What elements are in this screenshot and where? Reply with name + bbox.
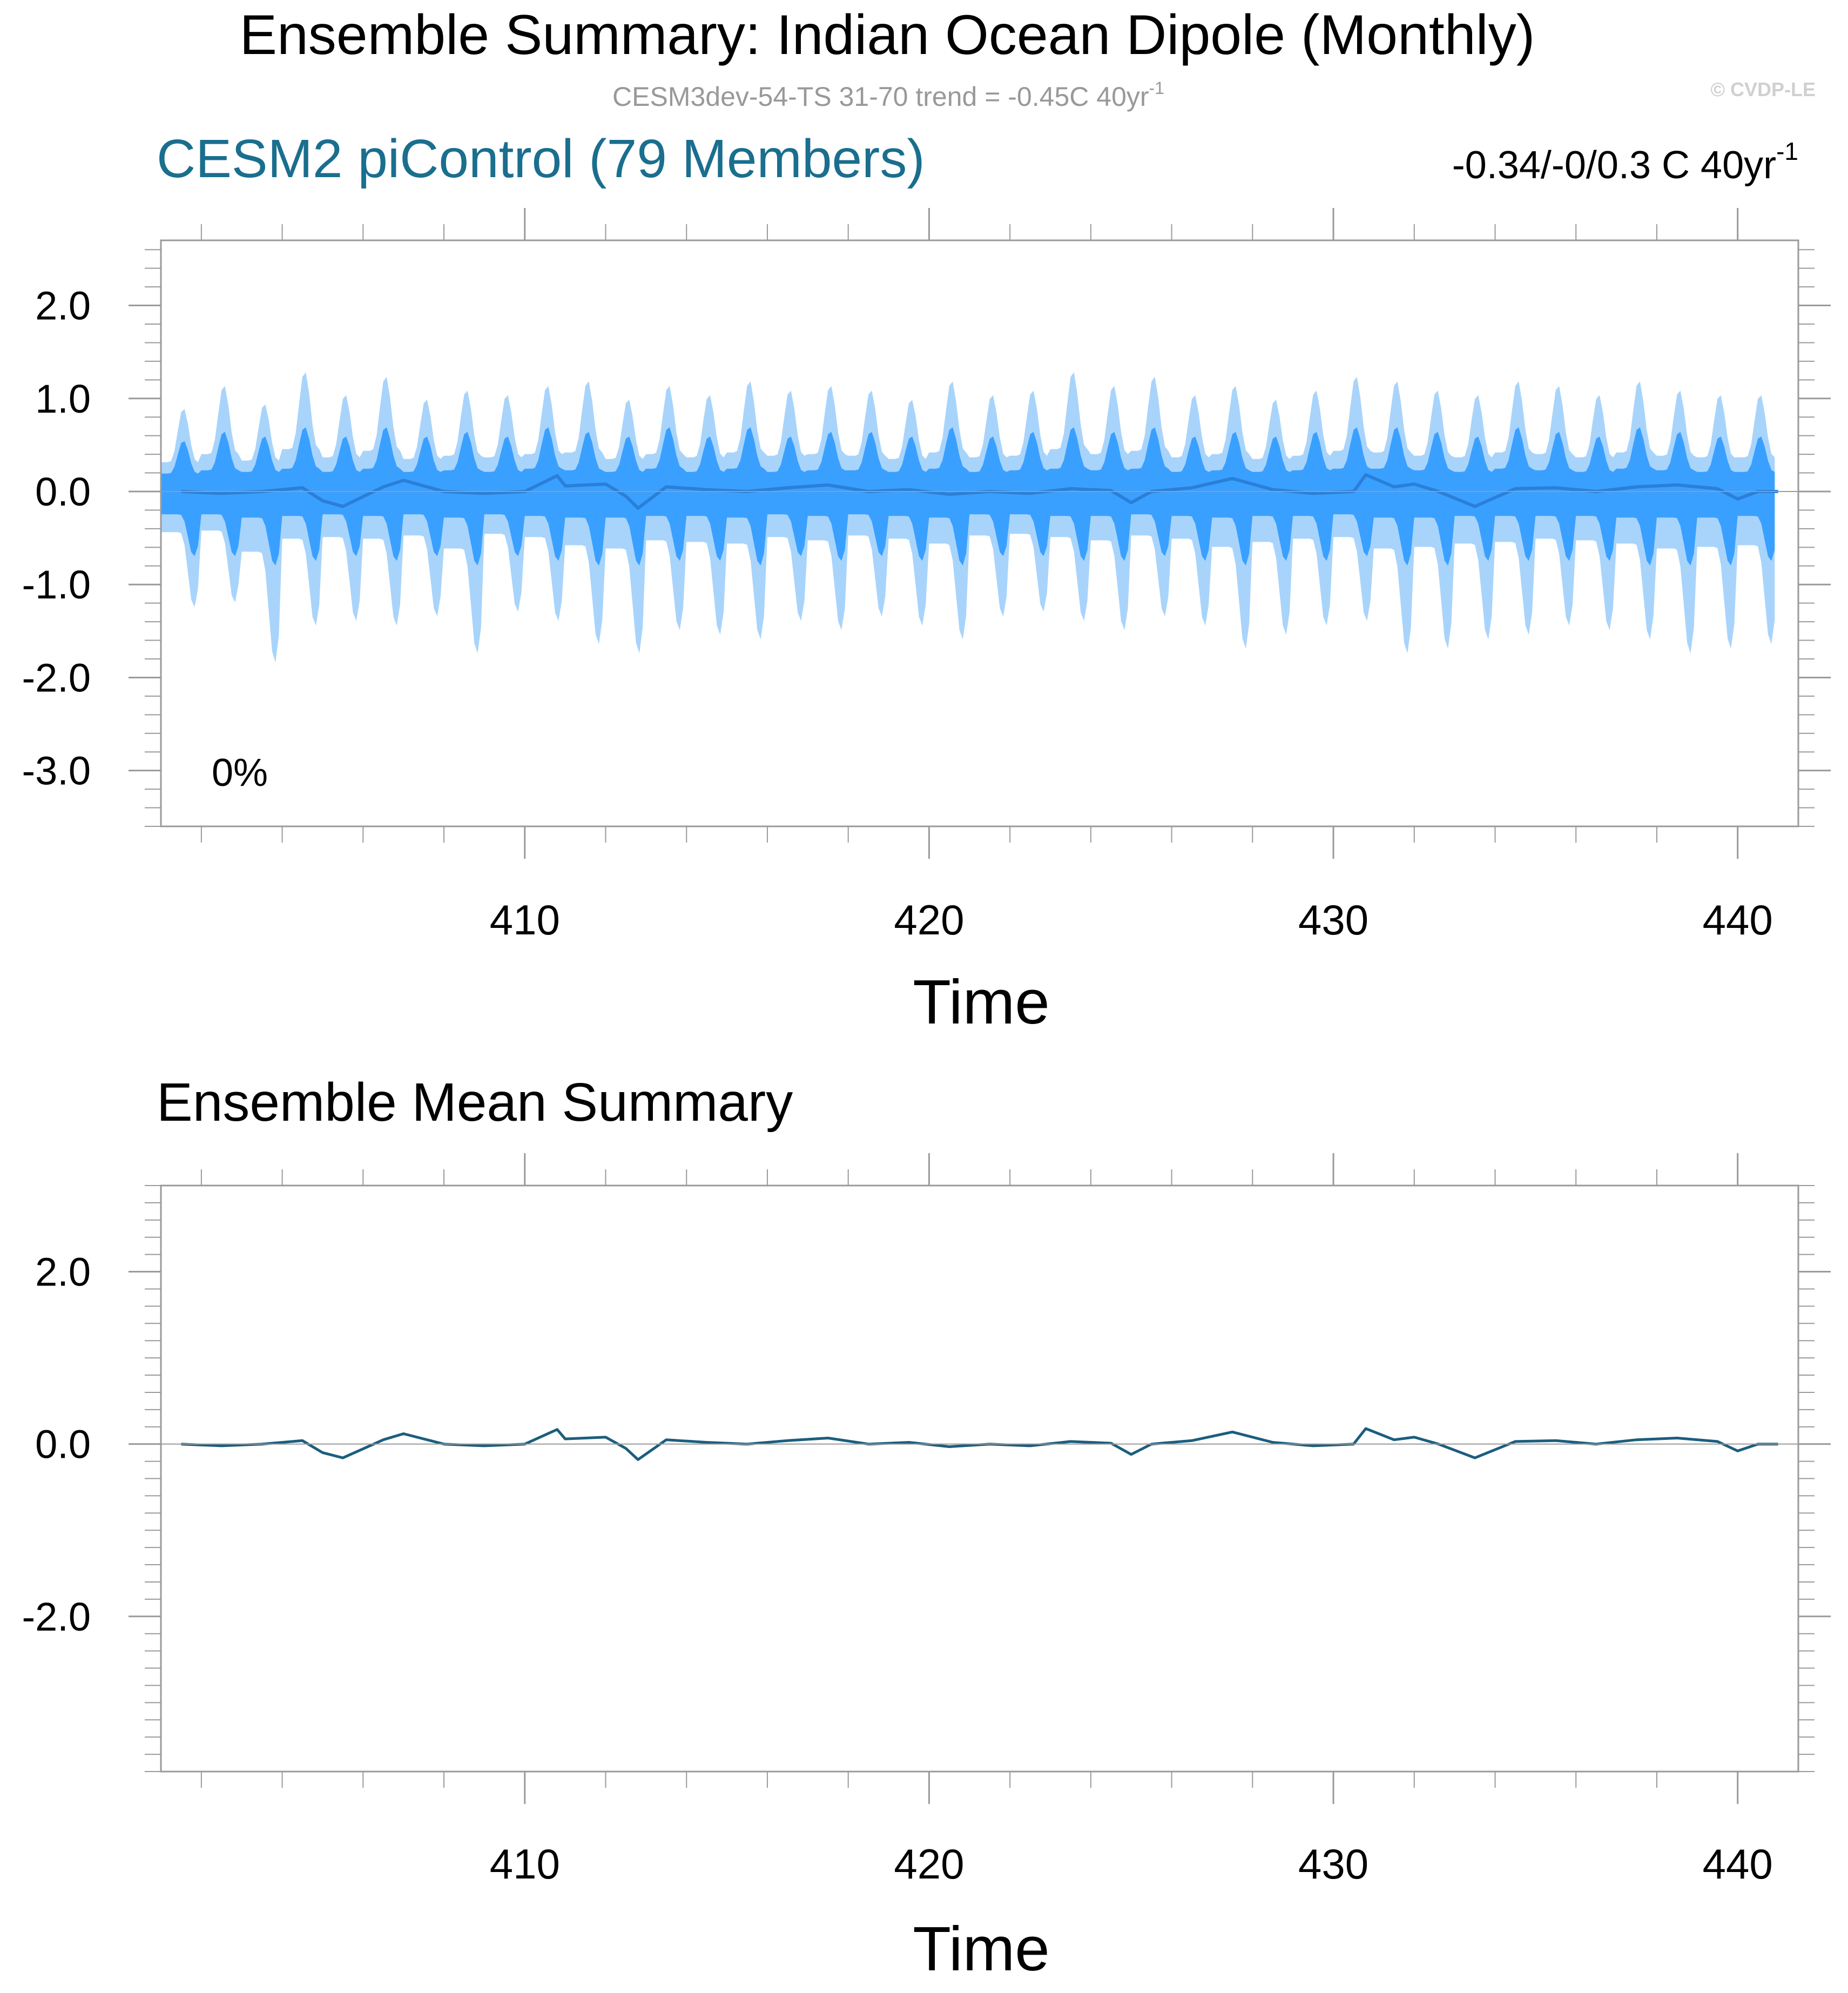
top-trend-label: -0.34/-0/0.3 C 40yr-1 <box>1452 137 1798 187</box>
bottom-y-tick-label: 0.0 <box>35 1422 91 1467</box>
top-corner-label: 0% <box>212 751 268 794</box>
top-panel-title: CESM2 piControl (79 Members) <box>157 129 925 189</box>
watermark: © CVDP-LE <box>1710 78 1816 100</box>
bottom-panel: 2.0 0.0 -2.0 410 420 430 440 <box>22 1153 1831 1888</box>
top-x-tick-label: 440 <box>1703 896 1773 944</box>
figure-subtitle: CESM3dev-54-TS 31-70 trend = -0.45C 40yr… <box>612 78 1164 112</box>
bottom-x-tick-label: 430 <box>1298 1840 1368 1888</box>
top-x-tick-label: 420 <box>894 896 964 944</box>
bottom-panel-title: Ensemble Mean Summary <box>157 1072 793 1133</box>
top-trend-superscript: -1 <box>1776 137 1798 165</box>
top-y-tick-label: -3.0 <box>22 749 91 793</box>
top-x-tick-label: 410 <box>490 896 560 944</box>
top-y-tick-label: 1.0 <box>35 376 91 421</box>
top-y-tick-label: -1.0 <box>22 562 91 607</box>
figure-subtitle-superscript: -1 <box>1149 78 1164 98</box>
bottom-y-tick-label: -2.0 <box>22 1594 91 1639</box>
top-x-tick-label: 430 <box>1298 896 1368 944</box>
top-y-tick-label: 0.0 <box>35 469 91 514</box>
bottom-x-axis-label: Time <box>913 1914 1049 1984</box>
figure-subtitle-text: CESM3dev-54-TS 31-70 trend = -0.45C 40yr <box>612 82 1149 112</box>
figure-title: Ensemble Summary: Indian Ocean Dipole (M… <box>240 4 1535 66</box>
bottom-plot-frame <box>160 1184 1799 1773</box>
bottom-x-tick-label: 420 <box>894 1840 964 1888</box>
top-trend-text: -0.34/-0/0.3 C 40yr <box>1452 144 1776 187</box>
bottom-x-tick-label: 410 <box>490 1840 560 1888</box>
top-y-tick-label: -2.0 <box>22 655 91 700</box>
top-y-tick-label: 2.0 <box>35 284 91 328</box>
bottom-x-tick-label: 440 <box>1703 1840 1773 1888</box>
top-band-1 <box>161 427 1775 565</box>
top-panel: 2.0 1.0 0.0 -1.0 -2.0 -3.0 410 420 430 440 <box>22 208 1831 944</box>
top-x-axis-label: Time <box>913 967 1049 1037</box>
top-plot-frame <box>160 239 1799 827</box>
bottom-y-tick-label: 2.0 <box>35 1250 91 1295</box>
